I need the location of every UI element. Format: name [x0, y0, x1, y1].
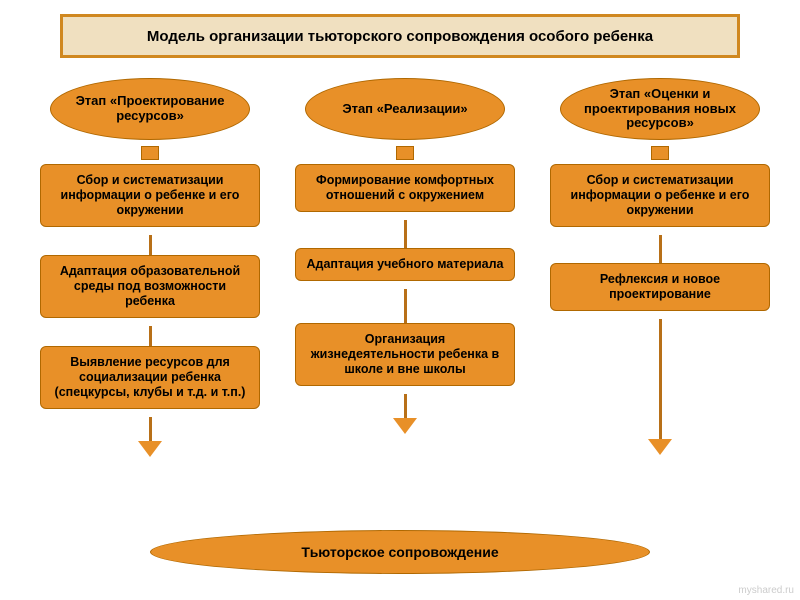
vline [149, 326, 152, 346]
vline [149, 417, 152, 441]
column-1: Этап «Проектирование ресурсов» Сбор и си… [35, 78, 265, 461]
stage-3: Этап «Оценки и проектирования новых ресу… [560, 78, 760, 140]
vline [149, 235, 152, 255]
column-2: Этап «Реализации» Формирование комфортны… [290, 78, 520, 438]
task-1-2: Адаптация образовательной среды под возм… [40, 255, 260, 318]
connector [651, 146, 669, 160]
stage-2: Этап «Реализации» [305, 78, 505, 140]
arrow-down-icon [138, 441, 162, 457]
stage-1: Этап «Проектирование ресурсов» [50, 78, 250, 140]
vline [404, 394, 407, 418]
task-2-1: Формирование комфортных отношений с окру… [295, 164, 515, 212]
connector [396, 146, 414, 160]
vline [659, 319, 662, 439]
vline [659, 235, 662, 263]
task-1-3: Выявление ресурсов для социализации ребе… [40, 346, 260, 409]
arrow-down-icon [648, 439, 672, 455]
task-1-1: Сбор и систематизации информации о ребен… [40, 164, 260, 227]
task-3-1: Сбор и систематизации информации о ребен… [550, 164, 770, 227]
task-3-2: Рефлексия и новое проектирование [550, 263, 770, 311]
task-2-2: Адаптация учебного материала [295, 248, 515, 281]
task-2-3: Организация жизнедеятельности ребенка в … [295, 323, 515, 386]
vline [404, 220, 407, 248]
watermark: myshared.ru [738, 585, 794, 596]
page-title: Модель организации тьюторского сопровожд… [60, 14, 740, 58]
connector [141, 146, 159, 160]
bottom-result: Тьюторское сопровождение [150, 530, 650, 574]
vline [404, 289, 407, 323]
arrow-down-icon [393, 418, 417, 434]
column-3: Этап «Оценки и проектирования новых ресу… [545, 78, 775, 459]
